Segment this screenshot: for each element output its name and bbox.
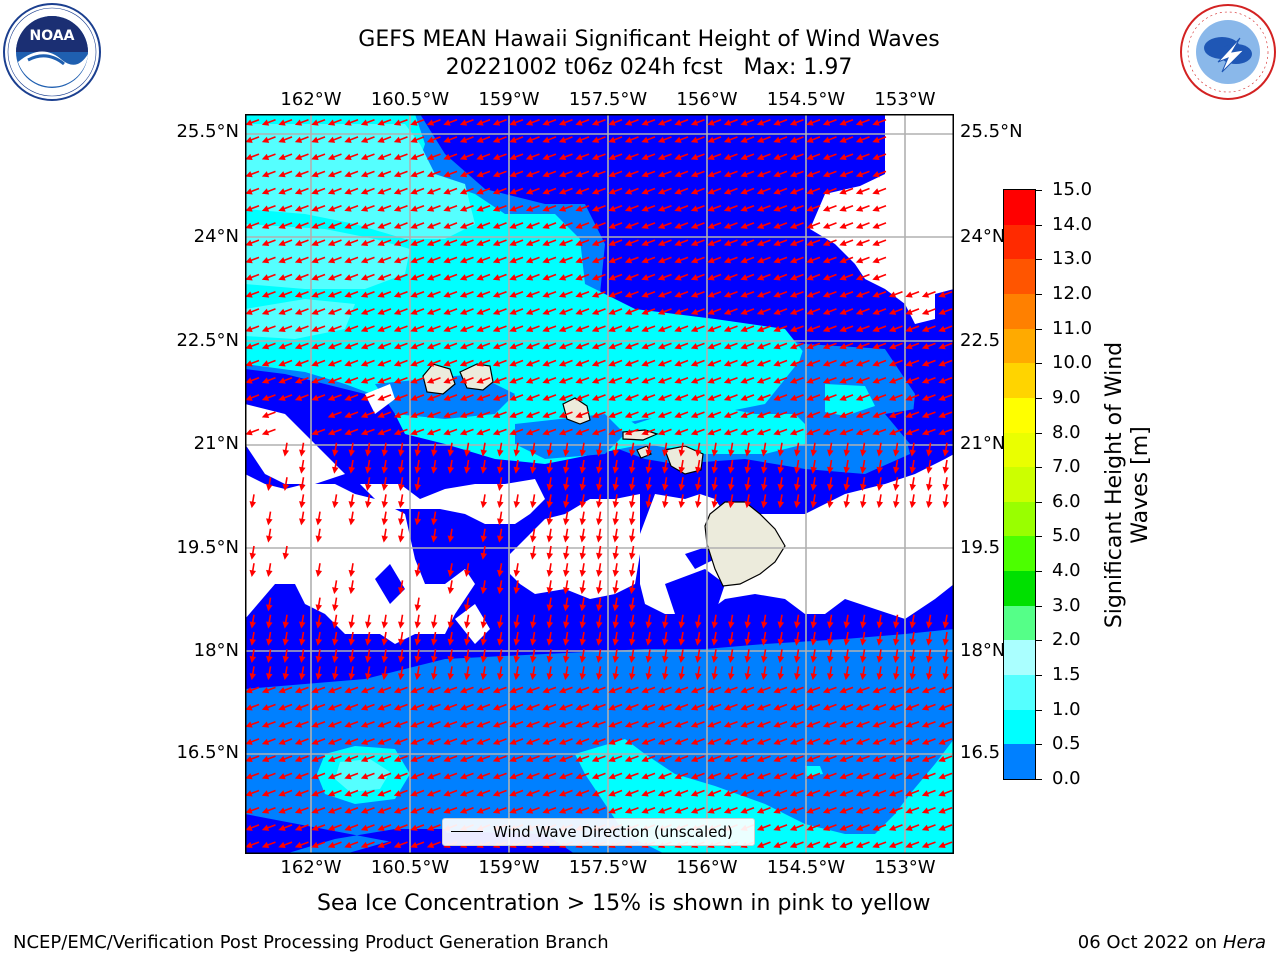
colorbar-tick xyxy=(1036,640,1042,641)
colorbar-tick xyxy=(1036,467,1042,468)
colorbar-segment xyxy=(1004,294,1035,329)
colorbar-segment xyxy=(1004,675,1035,710)
chart-title: GEFS MEAN Hawaii Significant Height of W… xyxy=(200,27,1098,53)
lat-tick-left: 22.5°N xyxy=(159,331,239,351)
lon-tick-top: 159°W xyxy=(478,90,539,110)
lat-tick-left: 18°N xyxy=(159,641,239,661)
colorbar xyxy=(1003,189,1036,780)
lat-tick-left: 16.5°N xyxy=(159,743,239,763)
lon-tick-bottom: 162°W xyxy=(280,858,341,878)
colorbar-segment xyxy=(1004,744,1035,779)
colorbar-tick-label: 5.0 xyxy=(1052,526,1081,546)
lat-tick-right: 18°N xyxy=(960,641,1005,661)
colorbar-segment xyxy=(1004,329,1035,364)
colorbar-title: Significant Height of Wind Waves [m] xyxy=(1102,315,1154,655)
lon-tick-bottom: 160.5°W xyxy=(371,858,449,878)
colorbar-tick xyxy=(1036,225,1042,226)
colorbar-tick-label: 0.0 xyxy=(1052,769,1081,789)
colorbar-segment xyxy=(1004,225,1035,260)
lat-tick-left: 19.5°N xyxy=(159,538,239,558)
colorbar-tick xyxy=(1036,433,1042,434)
footer-credit: NCEP/EMC/Verification Post Processing Pr… xyxy=(13,932,609,954)
colorbar-tick xyxy=(1036,571,1042,572)
noaa-logo-icon: NOAA xyxy=(2,2,102,102)
colorbar-tick xyxy=(1036,190,1042,191)
map-plot xyxy=(245,114,954,854)
lon-tick-top: 157.5°W xyxy=(569,90,647,110)
colorbar-tick-label: 3.0 xyxy=(1052,596,1081,616)
vector-legend: Wind Wave Direction (unscaled) xyxy=(442,818,755,846)
colorbar-tick-label: 0.5 xyxy=(1052,734,1081,754)
chart-subtitle: 20221002 t06z 024h fcst Max: 1.97 xyxy=(200,55,1098,81)
lat-tick-right: 22.5 xyxy=(960,331,1000,351)
lon-tick-top: 153°W xyxy=(874,90,935,110)
footer-host: Hera xyxy=(1223,932,1266,953)
colorbar-tick xyxy=(1036,398,1042,399)
lat-tick-right: 19.5 xyxy=(960,538,1000,558)
lat-tick-right: 25.5°N xyxy=(960,122,1023,142)
colorbar-segment xyxy=(1004,467,1035,502)
lat-tick-left: 21°N xyxy=(159,434,239,454)
colorbar-segment xyxy=(1004,433,1035,468)
colorbar-tick-label: 6.0 xyxy=(1052,492,1081,512)
colorbar-tick-label: 2.0 xyxy=(1052,630,1081,650)
colorbar-tick-label: 13.0 xyxy=(1052,249,1092,269)
legend-label: Wind Wave Direction (unscaled) xyxy=(493,819,733,845)
colorbar-segment xyxy=(1004,710,1035,745)
colorbar-tick-label: 1.5 xyxy=(1052,665,1081,685)
footer-date-text: 06 Oct 2022 on xyxy=(1078,932,1223,953)
lon-tick-top: 156°W xyxy=(676,90,737,110)
colorbar-segment xyxy=(1004,259,1035,294)
colorbar-tick-label: 10.0 xyxy=(1052,353,1092,373)
lat-tick-left: 24°N xyxy=(159,227,239,247)
lon-tick-bottom: 157.5°W xyxy=(569,858,647,878)
lat-tick-right: 16.5 xyxy=(960,743,1000,763)
lon-tick-bottom: 159°W xyxy=(478,858,539,878)
colorbar-segment xyxy=(1004,363,1035,398)
footer-date: 06 Oct 2022 on Hera xyxy=(1078,932,1266,954)
colorbar-tick-label: 8.0 xyxy=(1052,423,1081,443)
colorbar-tick xyxy=(1036,744,1042,745)
colorbar-tick-label: 14.0 xyxy=(1052,215,1092,235)
legend-line-icon xyxy=(451,831,483,832)
colorbar-tick xyxy=(1036,363,1042,364)
lat-tick-right: 21°N xyxy=(960,434,1005,454)
colorbar-segment xyxy=(1004,536,1035,571)
lon-tick-bottom: 154.5°W xyxy=(767,858,845,878)
noaa-logo-text: NOAA xyxy=(30,28,75,44)
colorbar-tick xyxy=(1036,329,1042,330)
colorbar-tick-label: 9.0 xyxy=(1052,388,1081,408)
lat-tick-left: 25.5°N xyxy=(159,122,239,142)
colorbar-tick xyxy=(1036,502,1042,503)
nws-logo-icon xyxy=(1178,2,1278,102)
colorbar-tick xyxy=(1036,259,1042,260)
colorbar-segment xyxy=(1004,571,1035,606)
colorbar-tick xyxy=(1036,710,1042,711)
colorbar-tick-label: 11.0 xyxy=(1052,319,1092,339)
sea-ice-note: Sea Ice Concentration > 15% is shown in … xyxy=(317,891,931,917)
colorbar-tick-label: 4.0 xyxy=(1052,561,1081,581)
colorbar-tick xyxy=(1036,536,1042,537)
lon-tick-top: 160.5°W xyxy=(371,90,449,110)
colorbar-segment xyxy=(1004,502,1035,537)
colorbar-tick xyxy=(1036,606,1042,607)
colorbar-tick-label: 15.0 xyxy=(1052,180,1092,200)
lon-tick-top: 162°W xyxy=(280,90,341,110)
colorbar-segment xyxy=(1004,398,1035,433)
colorbar-tick xyxy=(1036,675,1042,676)
colorbar-segment xyxy=(1004,640,1035,675)
colorbar-tick-label: 1.0 xyxy=(1052,700,1081,720)
colorbar-tick-label: 12.0 xyxy=(1052,284,1092,304)
colorbar-tick xyxy=(1036,779,1042,780)
colorbar-tick-label: 7.0 xyxy=(1052,457,1081,477)
lon-tick-top: 154.5°W xyxy=(767,90,845,110)
lon-tick-bottom: 156°W xyxy=(676,858,737,878)
colorbar-segment xyxy=(1004,190,1035,225)
colorbar-tick xyxy=(1036,294,1042,295)
lon-tick-bottom: 153°W xyxy=(874,858,935,878)
lat-tick-right: 24°N xyxy=(960,227,1005,247)
colorbar-segment xyxy=(1004,606,1035,641)
